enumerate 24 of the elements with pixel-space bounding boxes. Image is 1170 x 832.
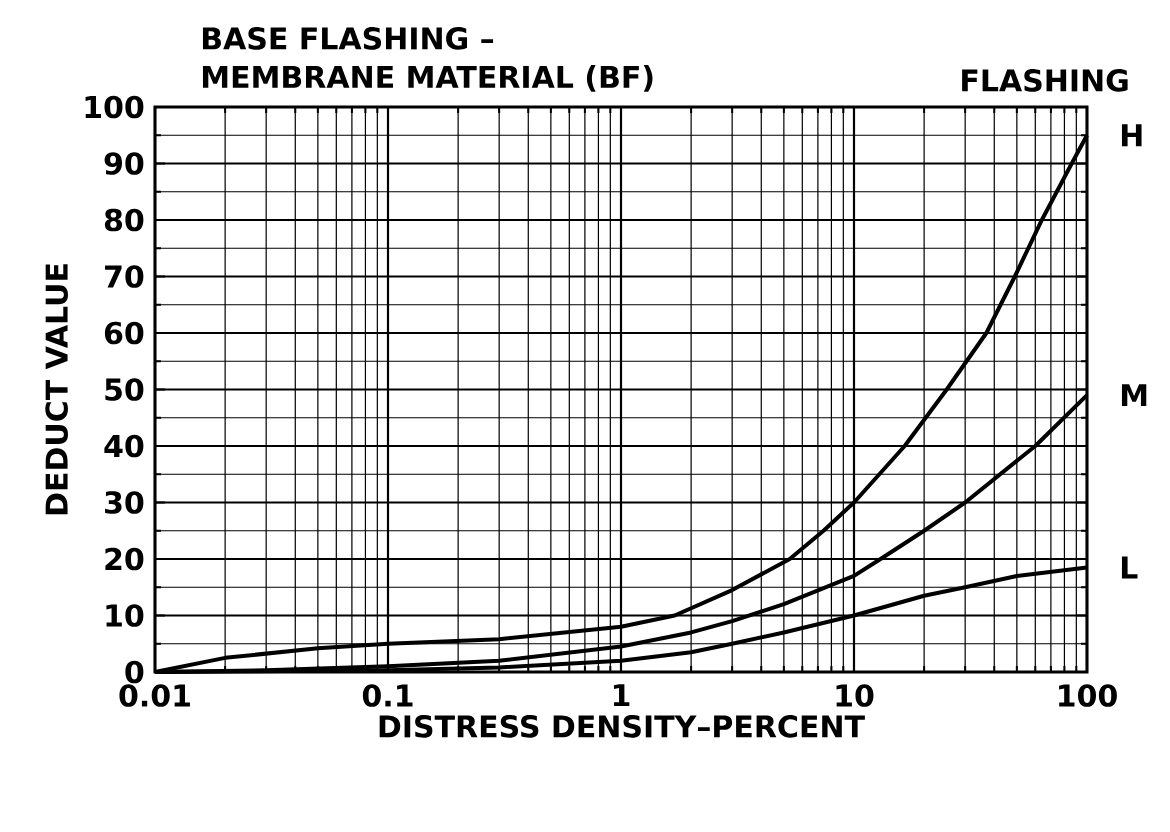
y-tick-label: 0: [125, 660, 144, 684]
x-tick-label: 0.01: [119, 684, 190, 707]
x-tick-label: 0.1: [362, 684, 413, 707]
x-tick-label: 100: [1059, 684, 1117, 707]
y-tick-label: 80: [104, 208, 144, 232]
x-tick-label: 10: [836, 684, 874, 707]
chart-subtitle: MEMBRANE MATERIAL (BF): [202, 65, 653, 92]
y-tick-label: 100: [85, 95, 144, 119]
text: FLASHING: [962, 69, 1128, 92]
x-tick-label: 1: [613, 684, 630, 707]
y-tick-label: 60: [104, 321, 144, 345]
y-axis-title: DEDUCT VALUE: [45, 264, 68, 515]
y-tick-label: 70: [105, 265, 144, 288]
y-tick-label: 90: [104, 152, 144, 175]
legend-label: M: [1121, 384, 1147, 407]
y-tick-label: 20: [105, 547, 144, 571]
y-tick-label: 40: [104, 434, 144, 458]
chart-title: BASE FLASHING –: [202, 27, 494, 50]
y-tick-label: 10: [106, 604, 144, 627]
y-tick-label: 30: [105, 491, 144, 514]
legend-label: L: [1121, 556, 1138, 579]
legend-label: H: [1121, 124, 1142, 147]
y-tick-label: 50: [105, 378, 144, 401]
x-axis-title: DISTRESS DENSITY–PERCENT: [379, 715, 865, 738]
